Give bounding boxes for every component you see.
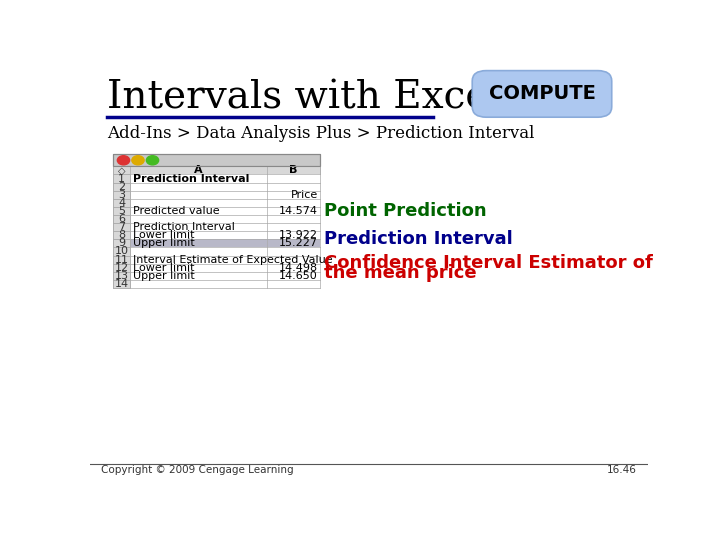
FancyBboxPatch shape	[114, 272, 130, 280]
FancyBboxPatch shape	[114, 199, 320, 207]
FancyBboxPatch shape	[114, 154, 320, 166]
FancyBboxPatch shape	[114, 239, 130, 247]
Text: Add-Ins > Data Analysis Plus > Prediction Interval: Add-Ins > Data Analysis Plus > Predictio…	[107, 125, 534, 142]
Text: Upper limit: Upper limit	[133, 271, 194, 281]
Text: Intervals with Excel…: Intervals with Excel…	[107, 79, 539, 116]
Text: Prediction Interval: Prediction Interval	[133, 222, 235, 232]
Text: Copyright © 2009 Cengage Learning: Copyright © 2009 Cengage Learning	[101, 465, 294, 475]
Text: 6: 6	[118, 214, 125, 224]
Text: ◇: ◇	[118, 165, 125, 176]
FancyBboxPatch shape	[114, 223, 320, 231]
FancyBboxPatch shape	[472, 71, 612, 117]
FancyBboxPatch shape	[114, 231, 130, 239]
Text: 8: 8	[118, 230, 125, 240]
FancyBboxPatch shape	[114, 272, 320, 280]
FancyBboxPatch shape	[114, 191, 320, 199]
Text: 3: 3	[118, 190, 125, 200]
FancyBboxPatch shape	[114, 264, 130, 272]
Text: Confidence Interval Estimator of: Confidence Interval Estimator of	[324, 254, 653, 272]
Text: 16.46: 16.46	[607, 465, 637, 475]
Text: Interval Estimate of Expected Value: Interval Estimate of Expected Value	[133, 254, 333, 265]
FancyBboxPatch shape	[114, 174, 130, 183]
FancyBboxPatch shape	[114, 223, 130, 231]
FancyBboxPatch shape	[114, 280, 320, 288]
Text: 14: 14	[114, 279, 129, 289]
Text: 13: 13	[114, 271, 129, 281]
FancyBboxPatch shape	[114, 183, 320, 191]
Text: Prediction Interval: Prediction Interval	[133, 173, 249, 184]
Text: 15.227: 15.227	[279, 238, 318, 248]
Text: 4: 4	[118, 198, 125, 208]
Text: the mean price: the mean price	[324, 264, 477, 281]
FancyBboxPatch shape	[114, 207, 130, 215]
Circle shape	[117, 156, 130, 165]
FancyBboxPatch shape	[114, 255, 320, 264]
FancyBboxPatch shape	[114, 280, 130, 288]
FancyBboxPatch shape	[114, 247, 320, 255]
FancyBboxPatch shape	[114, 207, 320, 215]
Text: Prediction Interval: Prediction Interval	[324, 231, 513, 248]
FancyBboxPatch shape	[114, 255, 130, 264]
FancyBboxPatch shape	[114, 199, 130, 207]
Text: Predicted value: Predicted value	[133, 206, 220, 216]
Text: Price: Price	[290, 190, 318, 200]
Text: 12: 12	[114, 263, 129, 273]
FancyBboxPatch shape	[114, 166, 320, 174]
Circle shape	[132, 156, 144, 165]
Text: Lower limit: Lower limit	[133, 230, 194, 240]
Text: 13.922: 13.922	[279, 230, 318, 240]
Text: Upper limit: Upper limit	[133, 238, 194, 248]
Text: B: B	[289, 165, 297, 176]
FancyBboxPatch shape	[114, 174, 320, 183]
Text: 9: 9	[118, 238, 125, 248]
Text: 10: 10	[114, 246, 129, 256]
Text: 5: 5	[118, 206, 125, 216]
Text: COMPUTE: COMPUTE	[489, 84, 595, 103]
Text: 14.574: 14.574	[279, 206, 318, 216]
FancyBboxPatch shape	[114, 231, 320, 239]
Text: 14.498: 14.498	[279, 263, 318, 273]
Text: Lower limit: Lower limit	[133, 263, 194, 273]
FancyBboxPatch shape	[114, 264, 320, 272]
FancyBboxPatch shape	[114, 239, 320, 247]
FancyBboxPatch shape	[114, 215, 130, 223]
FancyBboxPatch shape	[114, 215, 320, 223]
Text: A: A	[194, 165, 203, 176]
Text: 7: 7	[118, 222, 125, 232]
Text: 1: 1	[118, 173, 125, 184]
FancyBboxPatch shape	[114, 247, 130, 255]
FancyBboxPatch shape	[114, 183, 130, 191]
Text: 11: 11	[114, 254, 129, 265]
FancyBboxPatch shape	[114, 191, 130, 199]
Text: 14.650: 14.650	[279, 271, 318, 281]
Text: Point Prediction: Point Prediction	[324, 202, 487, 220]
Text: 2: 2	[118, 181, 125, 192]
Circle shape	[146, 156, 158, 165]
